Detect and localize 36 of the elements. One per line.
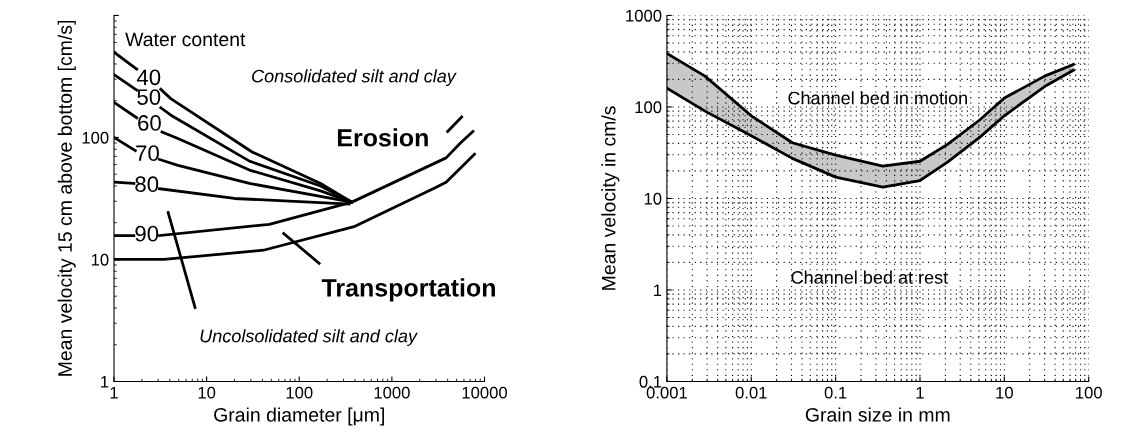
y-tick-label: 100 xyxy=(635,101,662,114)
y-tick-label: 10 xyxy=(644,192,662,205)
x-tick-label: 0.001 xyxy=(646,386,687,399)
x-tick-label: 10 xyxy=(198,386,216,399)
x-tick-label: 100 xyxy=(1076,386,1102,399)
series-label: 70 xyxy=(136,145,159,161)
y-axis-title: Mean velocity 15 cm above bottom [cm/s] xyxy=(57,20,76,376)
series-label: 50 xyxy=(137,89,161,105)
x-axis-title: Grain size in mm xyxy=(805,407,950,422)
series-label: 40 xyxy=(136,69,161,86)
x-axis-title: Grain diameter [μm] xyxy=(214,407,384,426)
annotation: Channel bed at rest xyxy=(791,270,949,284)
y-tick-label: 1000 xyxy=(626,9,662,22)
y-axis-title: Mean velocity in cm/s xyxy=(601,106,620,290)
x-tick-label: 1 xyxy=(110,386,118,399)
x-tick-label: 10000 xyxy=(462,386,508,399)
x-tick-label: 0.01 xyxy=(735,386,767,399)
x-tick-label: 1 xyxy=(916,386,924,399)
y-tick-label: 1 xyxy=(654,284,662,296)
annotation: Channel bed in motion xyxy=(788,91,967,105)
x-tick-label: 0.1 xyxy=(824,386,847,399)
annotation: Erosion xyxy=(337,128,428,147)
annotation: Uncolsolidated silt and clay xyxy=(200,329,418,346)
series-label: 90 xyxy=(135,225,159,242)
annotation: Consolidated silt and clay xyxy=(252,69,457,87)
series-label: 80 xyxy=(135,176,159,193)
x-tick-label: 1000 xyxy=(374,386,410,399)
y-tick-label: 100 xyxy=(82,131,109,144)
x-tick-label: 10 xyxy=(996,386,1013,399)
series-label: 60 xyxy=(138,115,161,131)
annotation: Water content xyxy=(125,32,246,47)
y-tick-label: 10 xyxy=(91,253,109,266)
y-tick-label: 0.1 xyxy=(639,375,662,388)
annotation: Transportation xyxy=(321,278,495,302)
x-tick-label: 100 xyxy=(286,386,313,399)
y-tick-label: 1 xyxy=(101,376,109,388)
